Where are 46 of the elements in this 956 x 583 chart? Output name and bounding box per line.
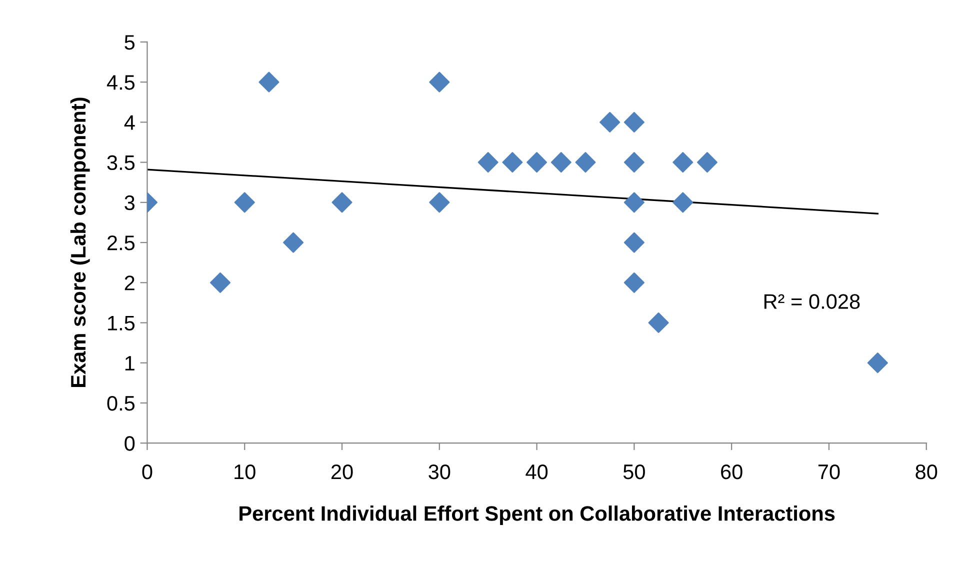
point <box>478 152 498 173</box>
point <box>550 152 572 173</box>
x-tick-label: 40 <box>526 464 548 480</box>
x-tick-label: 10 <box>234 464 256 480</box>
point <box>502 152 523 173</box>
point <box>526 152 548 173</box>
x-tick-label: 80 <box>916 464 938 480</box>
point <box>332 192 352 213</box>
point <box>575 152 596 173</box>
point <box>258 72 280 92</box>
x-tick-label: 50 <box>623 464 645 480</box>
x-axis-title: Percent Individual Effort Spent on Collaborative Interactions <box>240 506 835 525</box>
y-tick-label: 0 <box>124 436 135 451</box>
x-tick-label: 20 <box>331 464 353 480</box>
y-tick-label: 5 <box>124 35 135 50</box>
y-tick-label: 4 <box>124 115 135 130</box>
y-tick-label: 2 <box>124 276 134 290</box>
y-tick-label: 0.5 <box>107 396 135 411</box>
point <box>696 152 718 173</box>
point <box>210 272 231 293</box>
y-tick-label: 3.5 <box>107 155 135 170</box>
point <box>600 112 620 132</box>
point <box>624 272 644 293</box>
point <box>867 352 888 374</box>
y-tick-label: 2.5 <box>108 236 135 250</box>
point <box>429 192 450 213</box>
point <box>624 192 644 213</box>
point <box>429 72 450 92</box>
x-tick-label: 60 <box>721 464 742 480</box>
x-tick-label: 0 <box>142 464 152 480</box>
y-axis-title: Exam score (Lab component) <box>70 98 90 387</box>
point <box>624 112 644 132</box>
point <box>624 152 644 173</box>
x-tick-label: 70 <box>818 464 840 480</box>
y-tick-label: 1.5 <box>108 316 135 331</box>
y-tick-label: 3 <box>124 195 135 210</box>
point <box>648 312 669 334</box>
y-tick-label: 1 <box>125 356 134 370</box>
point <box>234 192 255 213</box>
x-tick-label: 30 <box>428 464 450 480</box>
annotation: R² = 0.028 <box>764 294 860 309</box>
y-tick-label: 4.5 <box>106 75 135 90</box>
point <box>283 232 304 253</box>
point <box>672 192 694 213</box>
point <box>624 232 644 253</box>
point <box>672 152 694 173</box>
